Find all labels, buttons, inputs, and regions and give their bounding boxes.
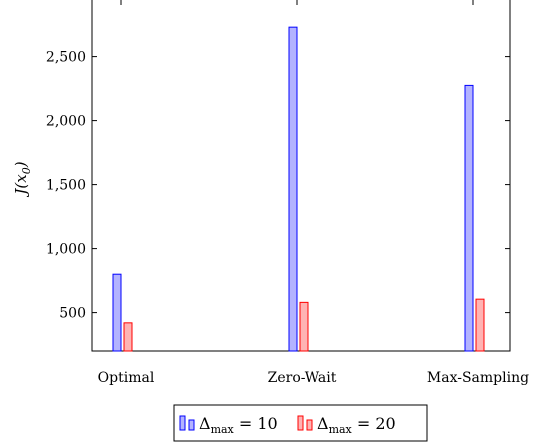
y-tick-label: 1,000 (46, 242, 86, 258)
plot-frame (91, 0, 511, 352)
bars (112, 26, 485, 352)
y-tick-label: 1,500 (46, 178, 86, 194)
plot-area: Optimal Zero-Wait Max-Sampling 500 1,000 1,5… (46, 0, 529, 386)
x-tick-label: Max-Sampling (427, 370, 529, 386)
x-axis-ticks: Optimal Zero-Wait Max-Sampling (98, 0, 529, 386)
svg-text:J(x0): J(x0) (12, 161, 33, 197)
y-axis-label-sub: 0 (20, 167, 33, 174)
legend-label: Δmax = 20 (317, 414, 396, 436)
bar (464, 84, 474, 352)
bar (123, 322, 133, 352)
legend-swatch (297, 415, 304, 431)
legend-swatch (188, 419, 195, 431)
x-tick-label: Zero-Wait (268, 370, 337, 386)
y-axis-label-main: J(x (12, 174, 30, 198)
y-tick-label: 2,000 (46, 114, 86, 130)
y-axis-label-close: ) (12, 161, 30, 168)
y-tick-label: 500 (59, 306, 86, 322)
legend-label: Δmax = 10 (199, 414, 278, 436)
y-axis-label: J(x0) (12, 161, 33, 197)
bar (288, 26, 298, 352)
x-tick-label: Optimal (98, 370, 155, 386)
bar (299, 301, 309, 352)
legend-swatch (179, 415, 186, 431)
y-axis-ticks: 500 1,000 1,500 2,000 2,500 (46, 50, 510, 322)
bar (475, 298, 485, 352)
legend-items: Δmax = 10 Δmax = 20 (179, 414, 396, 436)
legend: Δmax = 10 Δmax = 20 (173, 404, 428, 442)
y-tick-label: 2,500 (46, 50, 86, 66)
legend-swatch (306, 419, 313, 431)
bar (112, 273, 122, 352)
